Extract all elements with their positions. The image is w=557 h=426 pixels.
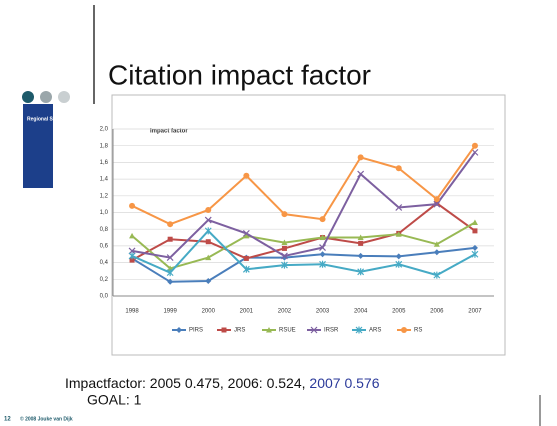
note: Impactfactor: 2005 0.475, 2006: 0.524, 2… <box>65 375 380 391</box>
data-point <box>358 241 363 246</box>
x-tick-label: 2007 <box>468 309 482 315</box>
data-point <box>281 211 287 217</box>
y-tick-label: 1,8 <box>100 143 109 149</box>
slide-canvas: Citation impact factor Regional Science … <box>0 0 557 426</box>
y-tick-label: 0,6 <box>100 243 109 249</box>
data-point <box>244 256 249 261</box>
data-point <box>168 237 173 242</box>
bullet-dot <box>22 91 34 103</box>
x-tick-label: 2000 <box>202 309 216 315</box>
data-point <box>205 207 211 213</box>
x-tick-label: 1998 <box>125 309 139 315</box>
legend-marker <box>401 327 407 333</box>
y-tick-label: 0,8 <box>100 227 109 233</box>
legend-label: RS <box>414 328 422 334</box>
data-point <box>434 196 440 202</box>
x-tick-label: 2001 <box>240 309 254 315</box>
x-tick-label: 2006 <box>430 309 444 315</box>
data-point <box>206 239 211 244</box>
x-tick-label: 2002 <box>278 309 292 315</box>
y-tick-label: 2,0 <box>100 127 109 133</box>
data-point <box>282 246 287 251</box>
y-tick-label: 1,0 <box>100 210 109 216</box>
cover-title: Regional Science <box>27 116 69 122</box>
x-tick-label: 1999 <box>163 309 177 315</box>
y-tick-label: 0,2 <box>100 277 109 283</box>
data-point <box>472 143 478 149</box>
slide-title: Citation impact factor <box>108 59 371 90</box>
y-tick-label: 1,4 <box>100 177 109 183</box>
y-tick-label: 0,4 <box>100 260 109 266</box>
note-highlight: 2007 0.576 <box>309 375 379 391</box>
legend-marker <box>222 328 227 333</box>
data-point <box>167 221 173 227</box>
data-point <box>396 165 402 171</box>
x-tick-label: 2003 <box>316 309 330 315</box>
legend-label: JRS <box>234 328 245 334</box>
page-number: 12 <box>4 417 11 423</box>
y-tick-label: 1,6 <box>100 160 109 166</box>
y-tick-label: 0,0 <box>100 294 109 300</box>
legend-label: PIRS <box>189 328 203 334</box>
bullet-dot <box>58 91 70 103</box>
legend-label: ARS <box>369 328 381 334</box>
bullet-dot <box>40 91 52 103</box>
x-tick-label: 2004 <box>354 309 368 315</box>
note-text: Impactfactor: 2005 0.475, 2006: 0.524, <box>65 375 306 391</box>
data-point <box>472 228 477 233</box>
y-tick-label: 1,2 <box>100 193 109 199</box>
data-point <box>358 154 364 160</box>
footer: © 2008 Jouke van Dijk <box>20 415 73 422</box>
legend-label: RSUE <box>279 328 296 334</box>
slide: Citation impact factor Regional Science … <box>0 0 557 426</box>
goal: GOAL: 1 <box>87 392 142 408</box>
chart-title: Impact factor <box>150 129 188 135</box>
data-point <box>129 203 135 209</box>
legend-label: IRSR <box>324 328 339 334</box>
data-point <box>320 216 326 222</box>
x-tick-label: 2005 <box>392 309 406 315</box>
data-point <box>243 173 249 179</box>
